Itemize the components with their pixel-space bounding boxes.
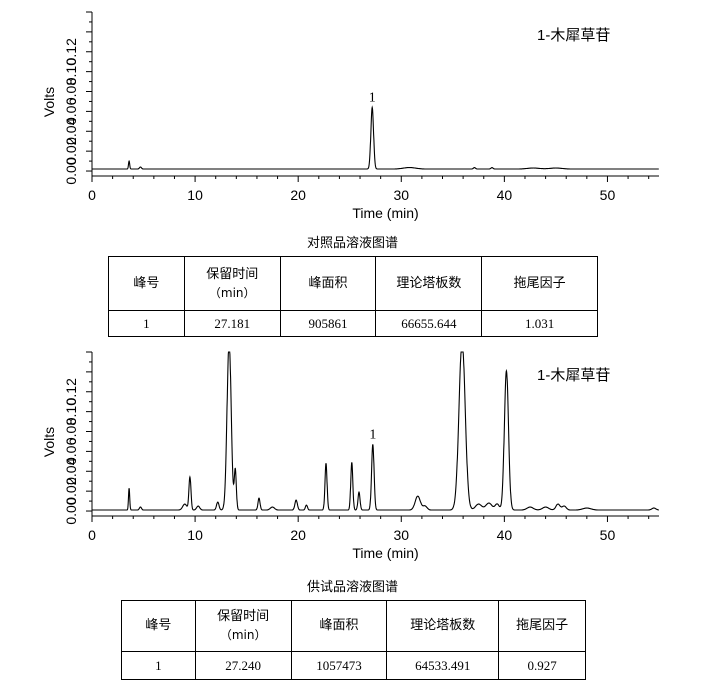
x-tick-label: 50: [600, 527, 616, 543]
x-tick-label: 20: [290, 187, 306, 203]
reference-chromatogram: 0.00 0.02 0.04 0.06 0.08 0.10 0.12 0 10 20 30 40 50 T…: [0, 0, 705, 225]
y-axis-label: Volts: [41, 427, 57, 457]
retention-time-header: 保留时间 （min）: [194, 600, 292, 652]
x-axis-label: Time (min): [352, 545, 418, 561]
tailing-factor-header: 拖尾因子: [481, 256, 598, 311]
peak-area-header: 峰面积: [290, 600, 388, 652]
sample-table-header-row: 峰号 保留时间 （min） 峰面积 理论塔板数 拖尾因子: [121, 600, 586, 652]
y-tick-label: 0.10: [63, 398, 79, 425]
x-tick-label: 20: [290, 527, 306, 543]
compound-annotation: 1-木犀草苷: [537, 27, 610, 44]
chromatogram-trace: [92, 351, 659, 511]
y-tick-label: 0.02: [63, 477, 79, 504]
tailing-factor-cell: 0.927: [498, 651, 586, 680]
x-axis-label: Time (min): [352, 205, 418, 221]
reference-table: 峰号 保留时间 （min） 峰面积 理论塔板数 拖尾因子 1 27.181 90…: [108, 256, 598, 337]
retention-time-header: 保留时间 （min）: [183, 256, 281, 311]
sample-caption: 供试品溶液图谱: [306, 580, 398, 595]
peak-no-cell: 1: [121, 651, 196, 680]
x-tick-label: 40: [497, 527, 513, 543]
peak-no-header: 峰号: [121, 600, 196, 652]
y-tick-label: 0.08: [63, 418, 79, 445]
reference-chromatogram-plot: 0.000.020.040.060.080.100.12 0 10 20 30 40 50 T…: [41, 11, 659, 221]
tailing-factor-cell: 1.031: [481, 310, 598, 337]
y-tick-label: 0.04: [63, 457, 79, 484]
reference-table-header-row: 峰号 保留时间 （min） 峰面积 理论塔板数 拖尾因子: [108, 256, 598, 311]
retention-time-header-unit: （min）: [219, 628, 267, 642]
tailing-factor-header: 拖尾因子: [498, 600, 586, 652]
reference-table-row: 1 27.181 905861 66655.644 1.031: [108, 310, 598, 337]
peak-area-header: 峰面积: [279, 256, 377, 311]
sample-chromatogram: 0.00 0.02 0.04 0.06 0.08 0.10 0.12 0 10 20 30 40 50 T…: [0, 340, 705, 565]
y-tick-label: 0.10: [63, 58, 79, 85]
peak-area-cell: 905861: [279, 310, 377, 337]
y-tick-label: 0.12: [63, 38, 79, 65]
theoretical-plates-header: 理论塔板数: [375, 256, 483, 311]
retention-time-header-label: 保留时间: [217, 609, 270, 624]
peak-label: 1: [369, 90, 376, 105]
y-tick-label: 0.12: [63, 378, 79, 405]
sample-chromatogram-plot: 0.000.020.040.060.080.100.12 0 10 20 30 40 50 T…: [41, 351, 659, 561]
x-tick-label: 0: [88, 187, 96, 203]
y-tick-label: 0.00: [63, 157, 79, 184]
y-axis-label: Volts: [41, 87, 57, 117]
reference-caption: 对照品溶液图谱: [306, 236, 398, 251]
peak-no-cell: 1: [108, 310, 185, 337]
y-tick-label: 0.06: [63, 98, 79, 125]
y-tick-label: 0.06: [63, 438, 79, 465]
sample-table-row: 1 27.240 1057473 64533.491 0.927: [121, 651, 586, 680]
theoretical-plates-cell: 66655.644: [375, 310, 483, 337]
x-tick-label: 10: [187, 187, 203, 203]
sample-table: 峰号 保留时间 （min） 峰面积 理论塔板数 拖尾因子 1 27.240 10…: [121, 600, 586, 680]
theoretical-plates-cell: 64533.491: [386, 651, 500, 680]
x-tick-label: 0: [88, 527, 96, 543]
chromatogram-trace: [92, 105, 659, 170]
retention-time-cell: 27.181: [183, 310, 281, 337]
retention-time-header-unit: （min）: [208, 285, 256, 300]
x-tick-label: 50: [600, 187, 616, 203]
retention-time-cell: 27.240: [194, 651, 292, 680]
peak-no-header: 峰号: [108, 256, 185, 311]
peak-area-cell: 1057473: [290, 651, 388, 680]
retention-time-header-label: 保留时间: [206, 266, 259, 282]
x-tick-label: 40: [497, 187, 513, 203]
y-tick-label: 0.02: [63, 137, 79, 164]
y-tick-label: 0.08: [63, 78, 79, 105]
x-tick-label: 10: [187, 527, 203, 543]
x-tick-label: 30: [393, 187, 409, 203]
y-tick-label: 0.04: [63, 117, 79, 144]
y-tick-label: 0.00: [63, 497, 79, 524]
compound-annotation: 1-木犀草苷: [537, 367, 610, 384]
theoretical-plates-header: 理论塔板数: [386, 600, 500, 652]
peak-label: 1: [369, 427, 376, 442]
x-tick-label: 30: [393, 527, 409, 543]
